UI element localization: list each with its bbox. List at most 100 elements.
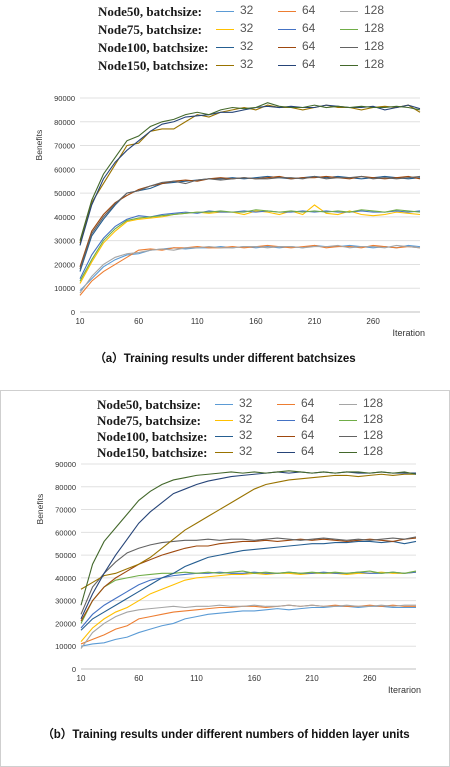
legend-value: 32: [239, 396, 253, 410]
legend-swatch: [216, 29, 234, 30]
y-tick-label: 50000: [54, 189, 75, 198]
x-tick-label: 60: [134, 317, 143, 326]
legend-row-label: Node75, batchsize:: [98, 22, 202, 37]
series-line: [80, 473, 416, 590]
legend-value: 128: [363, 428, 384, 442]
series-line: [79, 102, 421, 241]
y-tick-label: 80000: [54, 118, 75, 127]
series-line: [80, 540, 417, 631]
legend-value: 64: [301, 396, 315, 410]
legend-swatch: [278, 29, 296, 30]
legend-value: 64: [301, 428, 315, 442]
legend-swatch: [215, 420, 233, 421]
y-tick-label: 40000: [55, 574, 76, 583]
series-line: [80, 571, 417, 629]
legend-swatch: [216, 47, 234, 48]
legend-value: 64: [302, 57, 316, 71]
y-tick-label: 20000: [55, 619, 76, 628]
legend-swatch: [277, 436, 295, 437]
series-line: [80, 604, 416, 649]
x-tick-label: 210: [308, 317, 322, 326]
legend-row-label: Node50, batchsize:: [98, 4, 202, 19]
legend-value: 32: [240, 3, 254, 17]
x-tick-label: 60: [134, 674, 143, 683]
y-tick-label: 0: [72, 665, 76, 674]
legend-swatch: [277, 420, 295, 421]
plot-area: 0 10000 20000 30000 40000 50000 60000 70000 8000…: [35, 460, 421, 695]
x-axis-title: Iteration: [392, 328, 425, 338]
series-line: [80, 471, 416, 620]
x-axis-title: Iterarion: [388, 685, 421, 695]
series-line: [79, 175, 421, 272]
legend-swatch: [277, 404, 295, 405]
legend-swatch: [340, 29, 358, 30]
y-tick-label: 30000: [54, 237, 75, 246]
legend-value: 128: [364, 57, 385, 71]
series-line: [80, 605, 416, 647]
legend-swatch: [278, 47, 296, 48]
x-tick-label: 110: [191, 317, 204, 326]
legend-swatch: [278, 11, 296, 12]
panel-b: Node50, batchsize: 32 64 128 Node75, batchsi…: [0, 390, 450, 767]
legend-row-label: Node100, batchsize:: [98, 40, 209, 55]
legend-swatch: [216, 65, 234, 66]
legend-value: 32: [239, 412, 253, 426]
x-tick-label: 160: [249, 317, 263, 326]
y-axis-title: Benefits: [35, 494, 45, 525]
x-tick-label: 10: [77, 674, 86, 683]
x-tick-label: 260: [363, 674, 377, 683]
legend-swatch: [277, 452, 295, 453]
legend-swatch: [215, 404, 233, 405]
series-line: [79, 204, 421, 284]
legend-swatch: [215, 452, 233, 453]
y-tick-label: 10000: [54, 284, 75, 293]
y-tick-label: 50000: [55, 551, 76, 560]
legend-row-label: Node150, batchsize:: [97, 445, 208, 460]
series-line: [80, 571, 417, 643]
series-line: [79, 209, 421, 282]
legend-value: 128: [363, 444, 384, 458]
x-tick-label: 10: [76, 317, 85, 326]
legend-swatch: [339, 452, 357, 453]
legend-value: 32: [239, 444, 253, 458]
chart-a: 0 10000 20000 30000 40000 50000 60000 70000 8000…: [34, 94, 425, 338]
legend-swatch: [340, 65, 358, 66]
legend-swatch: [340, 47, 358, 48]
y-axis-title: Benefits: [34, 130, 44, 161]
y-tick-label: 70000: [54, 142, 75, 151]
y-tick-label: 70000: [55, 506, 76, 515]
y-tick-label: 30000: [55, 597, 76, 606]
y-tick-label: 10000: [55, 642, 76, 651]
legend-a: Node50, batchsize: 32 64 128 Node75, batchsi…: [98, 3, 418, 84]
legend-value: 64: [301, 412, 315, 426]
legend-swatch: [278, 65, 296, 66]
legend-swatch: [339, 404, 357, 405]
legend-value: 64: [302, 21, 316, 35]
legend-value: 128: [363, 412, 384, 426]
legend-value: 32: [240, 57, 254, 71]
legend-row-label: Node150, batchsize:: [98, 58, 209, 73]
panel-a: Node50, batchsize: 32 64 128 Node75, batchsi…: [0, 0, 450, 380]
y-tick-label: 40000: [54, 213, 75, 222]
series-line: [80, 570, 417, 624]
y-tick-label: 0: [71, 308, 75, 317]
legend-value: 64: [302, 3, 316, 17]
legend-value: 64: [302, 39, 316, 53]
series-line: [79, 244, 421, 294]
x-tick-label: 260: [366, 317, 380, 326]
x-tick-label: 210: [305, 674, 319, 683]
x-tick-label: 110: [190, 674, 203, 683]
series-line: [79, 104, 421, 246]
plot-area: 0 10000 20000 30000 40000 50000 60000 70000 8000…: [34, 94, 425, 338]
series-line: [79, 210, 421, 279]
series-line: [79, 244, 421, 296]
series-line: [79, 104, 421, 244]
legend-swatch: [216, 11, 234, 12]
y-tick-label: 60000: [54, 165, 75, 174]
legend-value: 128: [364, 21, 385, 35]
legend-row-label: Node75, batchsize:: [97, 413, 201, 428]
legend-b: Node50, batchsize: 32 64 128 Node75, batchsi…: [97, 396, 417, 467]
y-tick-label: 90000: [54, 94, 75, 103]
series-line: [79, 244, 421, 291]
series-line: [79, 175, 421, 270]
